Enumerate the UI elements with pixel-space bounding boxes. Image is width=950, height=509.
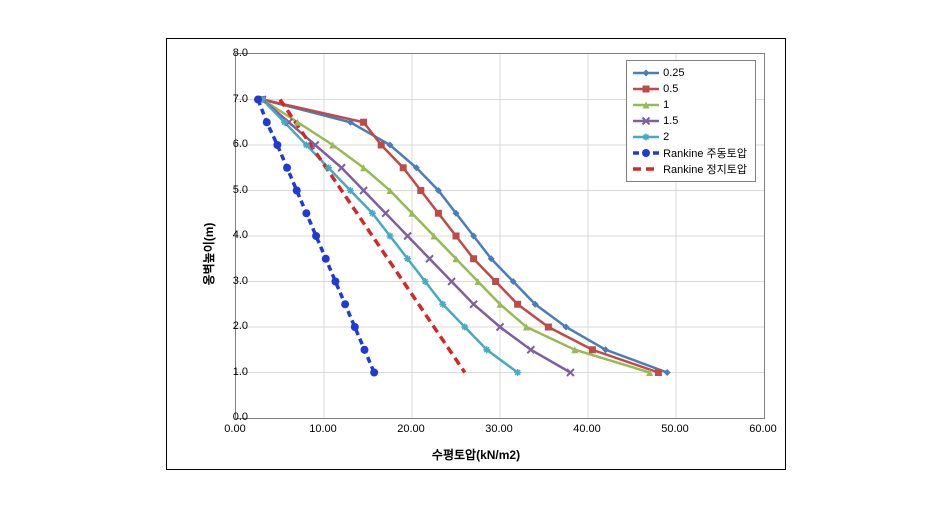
y-axis-title: 옹벽높이(m): [200, 223, 217, 286]
x-tick-label: 10.00: [298, 423, 348, 435]
legend-swatch: [633, 82, 659, 96]
legend-item: 0.5: [633, 81, 747, 97]
y-tick-label: 1.0: [208, 366, 248, 378]
legend-item: Rankine 주동토압: [633, 145, 747, 161]
legend-label: 1.5: [663, 115, 678, 127]
legend-item: 2: [633, 129, 747, 145]
plot-area: 0.25 0.5 1 1.5 2 Rankine 주동토압Rankine 정지토압: [235, 53, 765, 419]
y-tick-label: 5.0: [208, 184, 248, 196]
legend: 0.25 0.5 1 1.5 2 Rankine 주동토압Rankine 정지토압: [626, 60, 756, 182]
legend-item: 1.5: [633, 113, 747, 129]
legend-label: Rankine 정지토압: [663, 161, 747, 177]
x-tick-label: 20.00: [386, 423, 436, 435]
y-tick-label: 2.0: [208, 320, 248, 332]
x-tick-label: 30.00: [474, 423, 524, 435]
y-tick-label: 0.0: [208, 411, 248, 423]
legend-label: 2: [663, 131, 669, 143]
legend-item: 1: [633, 97, 747, 113]
legend-swatch: [633, 162, 659, 176]
x-tick-label: 0.00: [210, 423, 260, 435]
x-tick-label: 50.00: [650, 423, 700, 435]
legend-swatch: [633, 98, 659, 112]
legend-label: 1: [663, 99, 669, 111]
legend-item: Rankine 정지토압: [633, 161, 747, 177]
chart-container: 0.25 0.5 1 1.5 2 Rankine 주동토압Rankine 정지토압 0.0…: [166, 38, 786, 470]
legend-label: 0.5: [663, 83, 678, 95]
legend-swatch: [633, 146, 659, 160]
legend-item: 0.25: [633, 65, 747, 81]
x-axis-title: 수평토압(kN/m2): [432, 446, 520, 463]
x-tick-label: 40.00: [562, 423, 612, 435]
y-tick-label: 8.0: [208, 47, 248, 59]
legend-label: 0.25: [663, 67, 684, 79]
legend-label: Rankine 주동토압: [663, 145, 747, 161]
x-tick-label: 60.00: [738, 423, 788, 435]
legend-swatch: [633, 66, 659, 80]
legend-swatch: [633, 130, 659, 144]
legend-swatch: [633, 114, 659, 128]
y-tick-label: 6.0: [208, 138, 248, 150]
y-tick-label: 7.0: [208, 93, 248, 105]
